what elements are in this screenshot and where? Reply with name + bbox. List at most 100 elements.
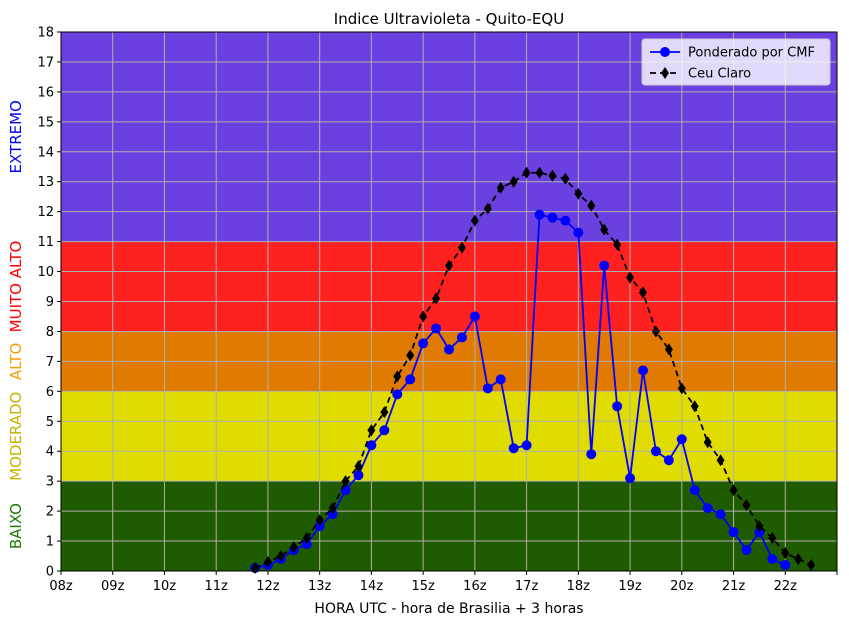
data-point-circle bbox=[418, 338, 429, 349]
data-point-circle bbox=[638, 365, 648, 376]
data-point-diamond bbox=[677, 382, 686, 395]
legend-box bbox=[641, 38, 831, 86]
data-point-circle bbox=[392, 389, 403, 400]
band-label: EXTREMO bbox=[7, 100, 25, 173]
data-point-circle bbox=[508, 443, 519, 454]
data-point-diamond bbox=[276, 550, 285, 563]
data-point-diamond bbox=[509, 175, 518, 188]
x-tick-label: 14z bbox=[360, 579, 384, 594]
data-point-circle bbox=[482, 383, 493, 394]
data-point-circle bbox=[660, 47, 670, 57]
data-point-diamond bbox=[781, 547, 790, 560]
data-point-diamond bbox=[794, 553, 803, 566]
data-point-diamond bbox=[315, 514, 324, 527]
x-tick-label: 13z bbox=[308, 579, 332, 594]
data-point-diamond bbox=[432, 292, 441, 305]
x-tick-label: 19z bbox=[618, 579, 642, 594]
x-tick-label: 12z bbox=[256, 579, 280, 594]
y-tick-label: 16 bbox=[37, 85, 54, 100]
y-tick-label: 5 bbox=[46, 415, 54, 430]
data-point-diamond bbox=[664, 343, 673, 356]
data-point-diamond bbox=[393, 370, 402, 383]
y-tick-label: 14 bbox=[37, 145, 54, 160]
y-tick-label: 8 bbox=[46, 325, 54, 340]
data-point-diamond bbox=[328, 502, 337, 515]
data-point-diamond bbox=[483, 202, 492, 215]
data-point-circle bbox=[495, 374, 506, 385]
data-point-circle bbox=[444, 344, 454, 355]
y-tick-label: 17 bbox=[37, 55, 54, 70]
y-tick-label: 1 bbox=[46, 535, 54, 550]
data-point-diamond bbox=[406, 349, 415, 362]
data-point-diamond bbox=[729, 484, 738, 497]
y-tick-label: 3 bbox=[46, 475, 54, 490]
data-point-circle bbox=[586, 449, 597, 460]
data-point-diamond bbox=[457, 241, 466, 254]
data-point-diamond bbox=[807, 559, 816, 572]
data-point-circle bbox=[379, 425, 390, 436]
data-point-circle bbox=[469, 311, 480, 322]
data-point-diamond bbox=[419, 310, 428, 323]
data-point-circle bbox=[431, 323, 442, 334]
x-tick-label: 20z bbox=[670, 579, 694, 594]
data-point-circle bbox=[728, 527, 739, 538]
band-moderado bbox=[61, 391, 837, 482]
data-point-diamond bbox=[341, 475, 350, 488]
band-label: ALTO bbox=[7, 343, 25, 381]
series-layer bbox=[250, 166, 816, 575]
x-tick-label: 11z bbox=[205, 579, 229, 594]
y-tick-label: 12 bbox=[37, 205, 54, 220]
data-point-diamond bbox=[522, 166, 531, 179]
data-point-circle bbox=[405, 374, 416, 385]
data-point-circle bbox=[599, 260, 610, 271]
legend-label: Ceu Claro bbox=[688, 67, 751, 82]
data-point-circle bbox=[741, 545, 752, 556]
data-point-circle bbox=[366, 440, 377, 451]
y-tick-label: 9 bbox=[46, 295, 54, 310]
data-point-diamond bbox=[380, 406, 389, 419]
data-point-diamond bbox=[716, 454, 725, 467]
band-label: BAIXO bbox=[7, 503, 25, 549]
data-point-diamond bbox=[561, 172, 570, 185]
data-point-diamond bbox=[755, 520, 764, 533]
data-point-diamond bbox=[587, 199, 596, 212]
data-point-circle bbox=[456, 332, 467, 343]
data-point-diamond bbox=[367, 424, 376, 437]
grid-lines bbox=[60, 31, 838, 572]
y-tick-label: 13 bbox=[37, 175, 54, 190]
data-point-diamond bbox=[626, 271, 635, 284]
y-tick-label: 2 bbox=[46, 505, 54, 520]
y-tick-label: 4 bbox=[46, 445, 54, 460]
x-tick-label: 09z bbox=[101, 579, 125, 594]
data-point-circle bbox=[715, 509, 726, 520]
data-point-diamond bbox=[742, 499, 751, 512]
data-point-circle bbox=[612, 401, 623, 412]
band-baixo bbox=[61, 481, 837, 571]
data-point-diamond bbox=[289, 541, 298, 554]
legend-label: Ponderado por CMF bbox=[688, 46, 815, 61]
data-point-diamond bbox=[600, 223, 609, 236]
data-point-circle bbox=[689, 485, 700, 496]
data-point-circle bbox=[767, 554, 778, 565]
data-point-circle bbox=[780, 560, 791, 571]
data-point-circle bbox=[573, 227, 584, 238]
data-point-circle bbox=[702, 503, 713, 514]
data-point-diamond bbox=[470, 214, 479, 227]
data-point-diamond bbox=[496, 181, 505, 194]
legend: Ponderado por CMF Ceu Claro bbox=[641, 38, 831, 86]
data-point-circle bbox=[676, 434, 687, 445]
band-label: MUITO ALTO bbox=[7, 241, 25, 333]
x-tick-label: 22z bbox=[774, 579, 798, 594]
data-point-circle bbox=[663, 455, 674, 466]
data-point-diamond bbox=[690, 400, 699, 413]
data-point-circle bbox=[650, 446, 661, 457]
y-tick-label: 10 bbox=[37, 265, 54, 280]
band-muito-alto bbox=[61, 241, 837, 332]
data-point-diamond bbox=[445, 259, 453, 272]
data-point-diamond bbox=[768, 532, 777, 545]
y-tick-label: 0 bbox=[46, 565, 54, 580]
data-point-circle bbox=[625, 473, 636, 484]
data-point-circle bbox=[547, 212, 558, 223]
